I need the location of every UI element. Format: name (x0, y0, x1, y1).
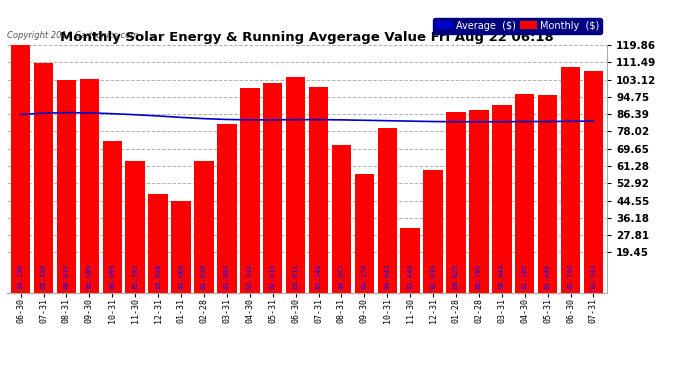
Text: 84.043: 84.043 (384, 264, 391, 290)
Bar (308, 87, 328, 292)
Text: 84.057: 84.057 (338, 264, 344, 290)
Bar (57, 80, 76, 292)
Bar (11, 45, 30, 292)
Bar (148, 194, 168, 292)
Text: 84.136: 84.136 (18, 264, 23, 290)
Text: 84.374: 84.374 (362, 264, 367, 290)
Bar (194, 161, 214, 292)
Text: 82.030: 82.030 (430, 264, 436, 290)
Text: 81.105: 81.105 (522, 264, 528, 290)
Bar (103, 141, 122, 292)
Text: 83.011: 83.011 (293, 264, 299, 290)
Text: 80.829: 80.829 (453, 264, 459, 290)
Bar (538, 95, 558, 292)
Text: 81.744: 81.744 (568, 264, 573, 290)
Bar (377, 128, 397, 292)
Bar (263, 83, 282, 292)
Title: Monthly Solar Energy & Running Avgerage Value Fri Aug 22 06:18: Monthly Solar Energy & Running Avgerage … (60, 31, 554, 44)
Text: 81.449: 81.449 (544, 264, 551, 290)
Text: 83.060: 83.060 (178, 264, 184, 290)
Bar (424, 170, 443, 292)
Text: 85.436: 85.436 (41, 264, 46, 290)
Text: 83.440: 83.440 (407, 264, 413, 290)
Bar (469, 110, 489, 292)
Bar (171, 201, 190, 292)
Bar (561, 68, 580, 292)
Text: 80.944: 80.944 (499, 264, 505, 290)
Legend: Average  ($), Monthly  ($): Average ($), Monthly ($) (433, 18, 602, 33)
Text: 83.540: 83.540 (315, 264, 322, 290)
Bar (332, 145, 351, 292)
Bar (400, 228, 420, 292)
Bar (584, 70, 603, 292)
Text: 83.648: 83.648 (155, 264, 161, 290)
Bar (34, 63, 53, 292)
Bar (79, 79, 99, 292)
Bar (217, 124, 237, 292)
Bar (515, 94, 535, 292)
Bar (240, 88, 259, 292)
Text: 82.094: 82.094 (224, 264, 230, 290)
Bar (492, 105, 511, 292)
Text: 82.243: 82.243 (591, 264, 596, 290)
Bar (286, 77, 306, 292)
Text: 82.614: 82.614 (270, 264, 276, 290)
Text: 86.589: 86.589 (86, 264, 92, 290)
Bar (355, 174, 374, 292)
Bar (126, 161, 145, 292)
Text: 80.799: 80.799 (476, 264, 482, 290)
Text: 81.036: 81.036 (201, 264, 207, 290)
Text: 85.292: 85.292 (132, 264, 138, 290)
Text: 82.142: 82.142 (247, 264, 253, 290)
Text: 86.019: 86.019 (63, 264, 70, 290)
Bar (446, 112, 466, 292)
Text: 86.099: 86.099 (109, 264, 115, 290)
Text: Copyright 2014 Cartronics.com: Copyright 2014 Cartronics.com (7, 31, 138, 40)
